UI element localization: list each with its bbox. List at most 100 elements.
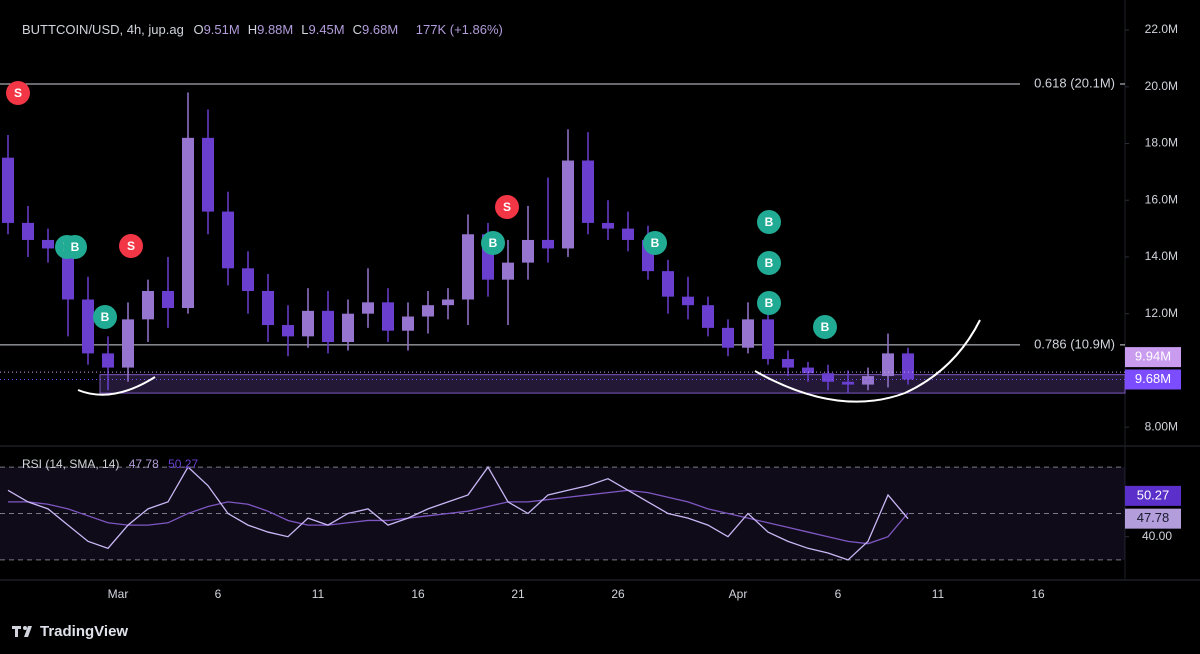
candle-body (362, 302, 374, 314)
candle-body (62, 248, 74, 300)
candle-body (462, 234, 474, 300)
candle-body (122, 319, 134, 368)
signal-marker (757, 210, 781, 234)
symbol: BUTTCOIN/USD, 4h, jup.ag (22, 22, 184, 37)
candle-body (242, 268, 254, 291)
candle-body (302, 310, 314, 337)
signal-label: B (821, 320, 830, 334)
signal-label: S (127, 239, 135, 253)
ohlc-value: 9.51M (203, 22, 240, 37)
candle-body (2, 157, 14, 223)
signal-label: S (14, 86, 22, 100)
x-tick-label: Mar (108, 587, 129, 601)
y-tick-label: 22.0M (1145, 22, 1178, 36)
y-tick-label: 8.00M (1145, 419, 1178, 433)
candle-body (862, 376, 874, 385)
signal-marker (63, 235, 87, 259)
annotation-curve (754, 319, 981, 403)
y-tick-label: 14.0M (1145, 249, 1178, 263)
signal-marker (813, 315, 837, 339)
value-label: 47.78 (1137, 510, 1170, 525)
candle-body (542, 239, 554, 249)
rsi-line (8, 489, 909, 545)
candle-body (622, 228, 634, 240)
x-tick-label: 26 (611, 587, 625, 601)
change: 177K (+1.86%) (415, 22, 503, 37)
y-tick-label: 40.00 (1142, 529, 1172, 543)
candle-body (262, 290, 274, 326)
y-tick-label: 16.0M (1145, 192, 1178, 206)
level-label: 0.786 (10.9M) (1034, 336, 1115, 351)
value-label-box (1125, 508, 1181, 529)
rsi-title: RSI (14, SMA, 14) (22, 457, 120, 471)
candle-body (342, 313, 354, 343)
candle-body (82, 299, 94, 354)
rsi-value: 47.78 (128, 457, 159, 471)
candle-body (322, 310, 334, 343)
price-label-box (1125, 347, 1181, 368)
candle-body (442, 299, 454, 306)
signal-label: B (651, 236, 660, 250)
signal-label: B (765, 296, 774, 310)
signal-marker (495, 195, 519, 219)
signal-label: S (503, 200, 511, 214)
candle-body (382, 302, 394, 331)
ohlc-key: C (352, 22, 363, 37)
candle-body (822, 373, 834, 382)
price-label: 9.68M (1135, 371, 1171, 386)
candle-body (182, 137, 194, 309)
candle-body (682, 296, 694, 306)
signal-label: B (71, 240, 80, 254)
x-tick-label: 6 (215, 587, 222, 601)
level-label-bg (1020, 74, 1120, 93)
candle-body (742, 319, 754, 348)
y-tick-label: 12.0M (1145, 306, 1178, 320)
signal-marker (93, 305, 117, 329)
x-tick-label: 21 (511, 587, 525, 601)
ohlc-value: 9.45M (308, 22, 345, 37)
ohlc-key: O (193, 22, 204, 37)
signal-marker (757, 251, 781, 275)
ohlc-legend: O9.51M H9.88M L9.45M C9.68M (193, 22, 406, 37)
ohlc-value: 9.88M (257, 22, 294, 37)
rsi-header: RSI (14, SMA, 14) 47.78 50.27 (22, 457, 204, 471)
candle-body (22, 222, 34, 240)
price-label: 9.94M (1135, 349, 1171, 364)
brand-text: TradingView (40, 623, 128, 640)
y-tick-label: 18.0M (1145, 136, 1178, 150)
value-label-box (1125, 485, 1181, 506)
logo: TradingView (12, 623, 128, 640)
signal-label: B (489, 236, 498, 250)
candle-body (222, 211, 234, 269)
symbol-header: BUTTCOIN/USD, 4h, jup.ag O9.51M H9.88M L9.… (22, 22, 509, 37)
candle-body (142, 290, 154, 320)
candle-body (602, 222, 614, 229)
signal-marker (643, 231, 667, 255)
candle-body (422, 305, 434, 317)
candle-body (842, 381, 854, 385)
signal-marker (6, 81, 30, 105)
candle-body (522, 239, 534, 263)
x-tick-label: 11 (312, 587, 325, 601)
signal-label: B (765, 215, 774, 229)
candle-body (582, 160, 594, 223)
ohlc-value: 9.68M (362, 22, 399, 37)
candle-body (802, 367, 814, 374)
candle-body (662, 271, 674, 297)
value-label: 50.27 (1137, 487, 1170, 502)
candle-body (782, 359, 794, 368)
sma-value: 50.27 (168, 457, 199, 471)
annotation-curve (77, 376, 156, 396)
logo-shape (15, 626, 18, 637)
x-tick-label: 11 (932, 587, 945, 601)
candle-body (282, 325, 294, 337)
candle-body (722, 327, 734, 348)
signal-label: B (101, 310, 110, 324)
x-tick-label: 16 (1031, 587, 1045, 601)
price-label-box (1125, 369, 1181, 390)
signal-marker (119, 234, 143, 258)
level-label: 0.618 (20.1M) (1034, 75, 1115, 90)
candle-body (702, 305, 714, 328)
